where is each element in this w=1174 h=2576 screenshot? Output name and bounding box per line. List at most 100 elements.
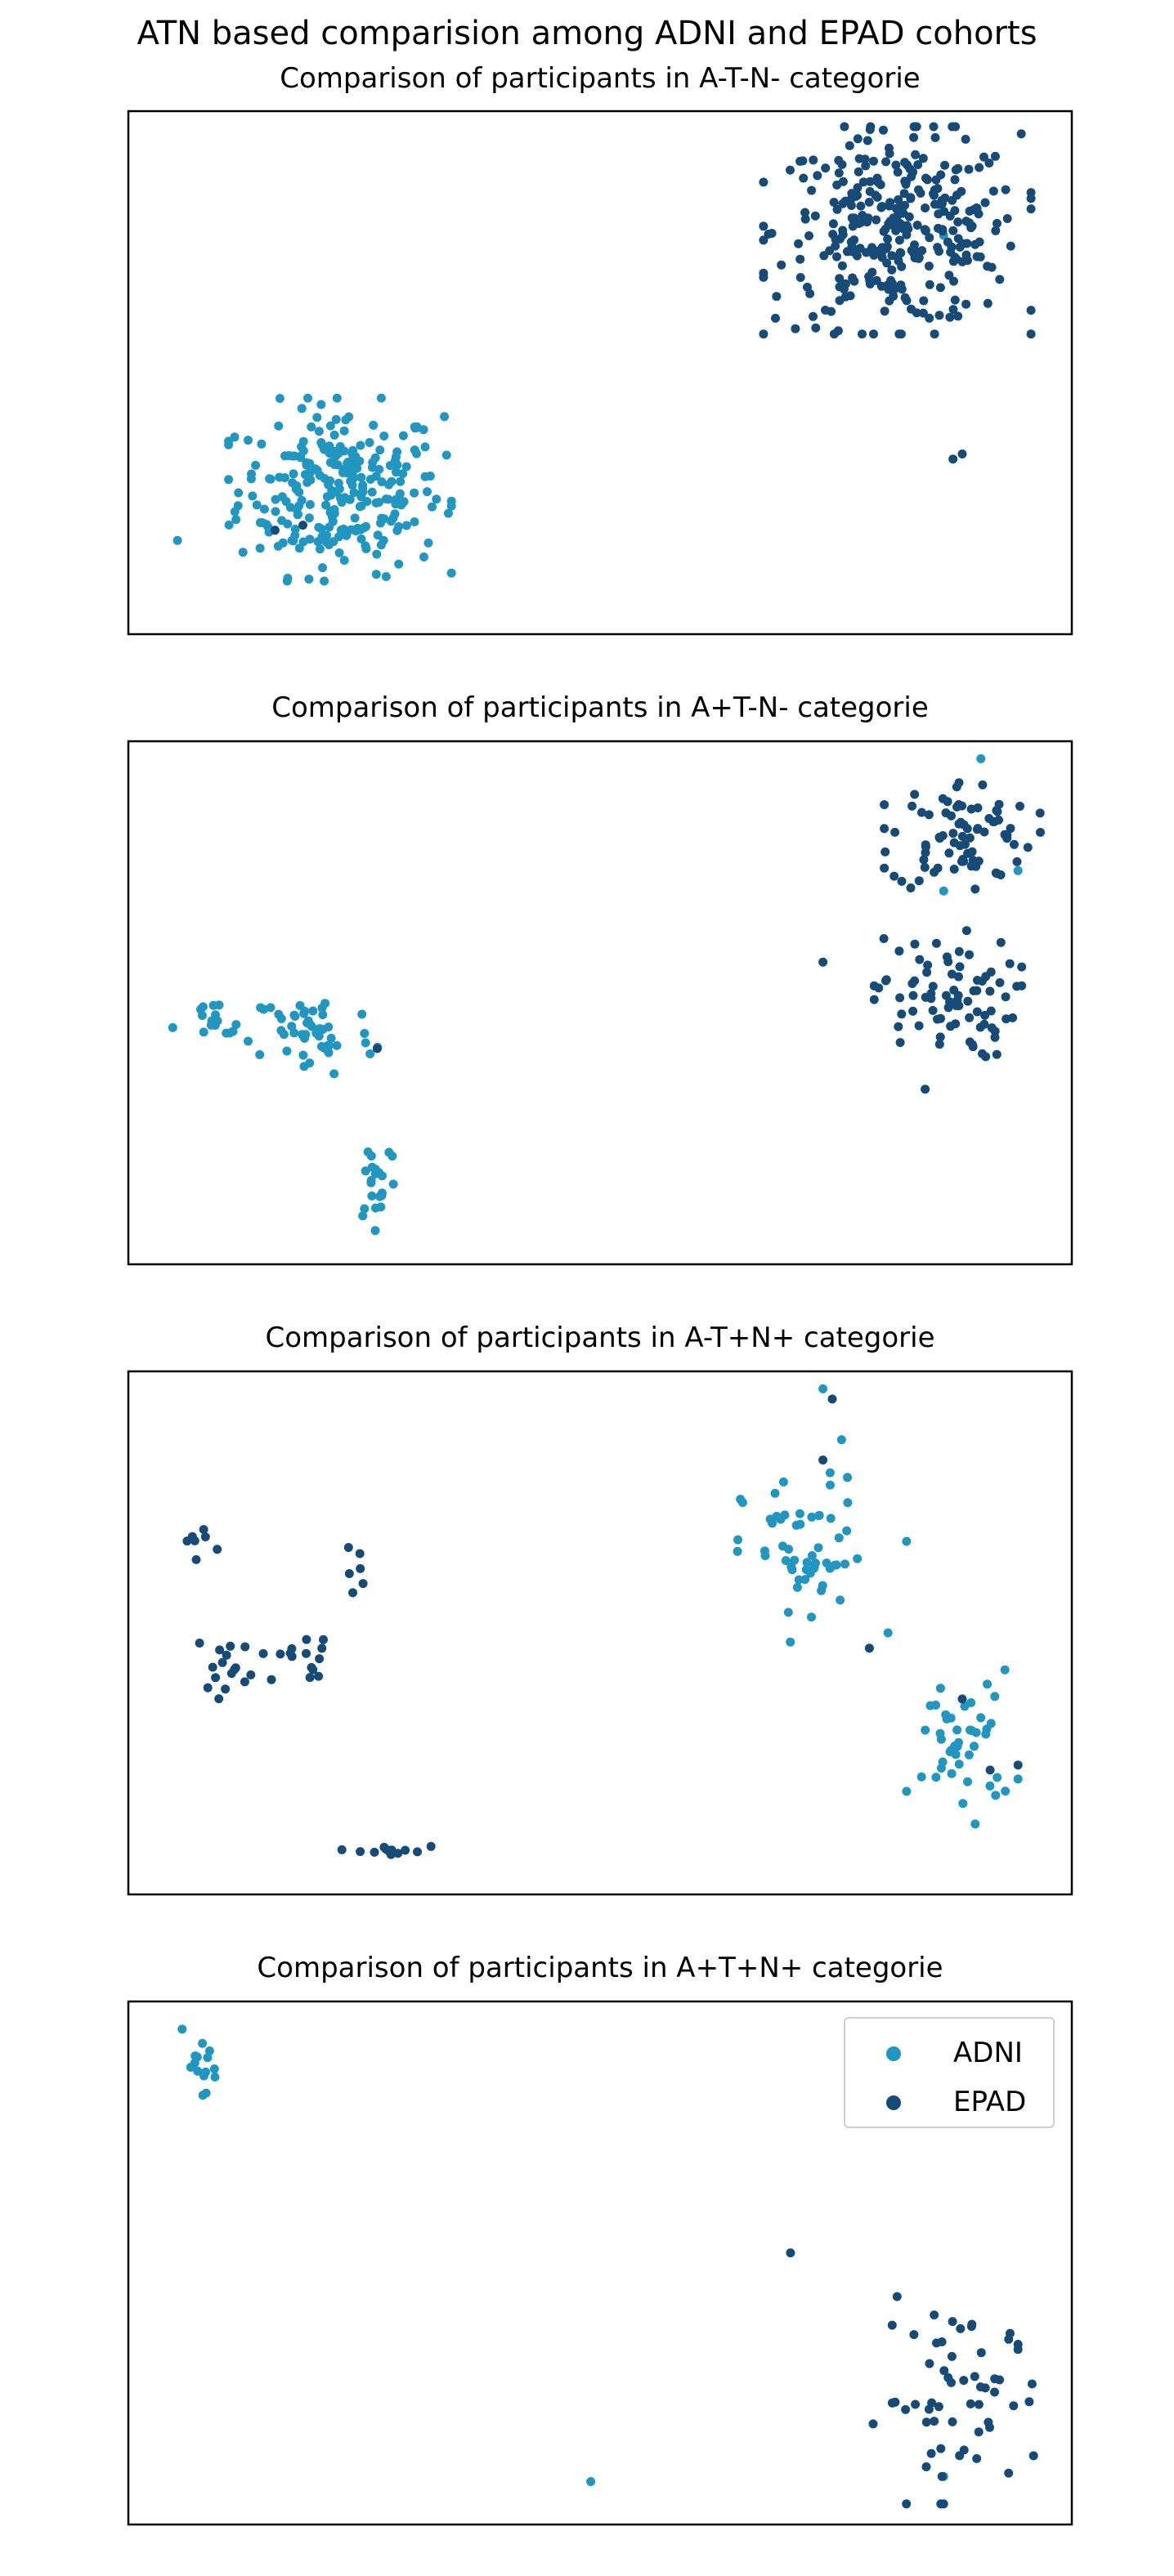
point-epad: [267, 1675, 276, 1684]
point-epad: [895, 993, 905, 1003]
point-epad: [818, 957, 828, 967]
point-epad: [302, 1648, 311, 1658]
point-adni: [423, 538, 433, 548]
point-adni: [244, 436, 253, 445]
point-adni: [902, 1787, 912, 1796]
point-epad: [955, 242, 965, 252]
point-adni: [340, 493, 350, 503]
point-epad: [809, 155, 818, 165]
point-adni: [343, 458, 353, 467]
point-epad: [973, 976, 982, 985]
point-adni: [985, 1781, 995, 1791]
point-epad: [855, 244, 865, 253]
point-epad: [910, 789, 920, 799]
point-adni: [251, 460, 261, 470]
point-epad: [867, 267, 877, 277]
point-adni: [374, 464, 384, 474]
point-adni: [807, 1551, 817, 1560]
point-epad: [917, 246, 927, 256]
point-epad: [965, 206, 975, 216]
point-epad: [983, 298, 993, 308]
point-epad: [951, 165, 961, 175]
point-epad: [791, 324, 800, 333]
point-epad: [771, 313, 780, 323]
point-adni: [233, 501, 243, 511]
point-epad: [809, 311, 818, 321]
point-adni: [358, 1211, 368, 1221]
point-epad: [211, 1673, 221, 1683]
point-adni: [298, 537, 308, 547]
point-epad: [925, 280, 934, 289]
point-epad: [887, 2320, 897, 2330]
point-epad: [883, 235, 893, 244]
point-epad: [1026, 188, 1036, 198]
point-adni: [305, 458, 315, 468]
point-epad: [854, 167, 863, 177]
point-epad: [821, 163, 831, 173]
point-epad: [973, 803, 983, 812]
point-epad: [853, 183, 863, 193]
point-adni: [795, 1509, 804, 1518]
point-epad: [949, 986, 959, 995]
point-epad: [930, 329, 939, 339]
point-adni: [325, 522, 334, 532]
point-epad: [979, 152, 988, 162]
point-epad: [889, 871, 899, 881]
point-epad: [920, 862, 930, 872]
point-epad: [900, 200, 910, 210]
point-adni: [836, 1435, 846, 1445]
point-adni: [275, 394, 285, 403]
point-epad: [869, 981, 879, 991]
point-epad: [869, 156, 878, 166]
point-adni: [361, 521, 370, 531]
point-epad: [925, 233, 934, 243]
point-adni: [360, 1204, 370, 1214]
point-adni: [990, 1692, 1000, 1702]
point-epad: [930, 186, 939, 195]
point-adni: [311, 1028, 321, 1038]
point-epad: [978, 1049, 987, 1058]
point-epad: [893, 253, 903, 262]
series-adni: [168, 754, 1023, 1236]
point-adni: [209, 2064, 219, 2073]
point-epad: [885, 201, 894, 211]
point-epad: [937, 2471, 947, 2481]
point-epad: [922, 175, 932, 185]
point-adni: [736, 1495, 746, 1504]
point-epad: [921, 1085, 930, 1094]
point-epad: [873, 177, 883, 187]
point-epad: [861, 161, 871, 171]
point-epad: [991, 226, 1001, 235]
point-epad: [946, 248, 956, 257]
point-epad: [772, 292, 782, 302]
point-adni: [332, 393, 342, 403]
point-adni: [329, 1069, 339, 1079]
point-adni: [311, 464, 320, 474]
point-adni: [177, 2024, 187, 2034]
point-epad: [1026, 204, 1036, 214]
series-epad: [270, 122, 1036, 535]
point-epad: [314, 1671, 324, 1681]
point-epad: [957, 831, 967, 841]
point-adni: [946, 1713, 956, 1723]
series-adni: [733, 1384, 1023, 1829]
point-epad: [954, 946, 964, 956]
point-epad: [869, 329, 878, 339]
point-epad: [955, 962, 965, 972]
point-adni: [367, 487, 377, 497]
point-adni: [259, 1004, 269, 1014]
point-adni: [986, 1719, 996, 1729]
point-adni: [398, 469, 408, 479]
point-adni: [388, 1179, 398, 1189]
point-adni: [786, 1637, 795, 1647]
point-adni: [356, 441, 365, 450]
point-epad: [907, 304, 916, 314]
point-adni: [1001, 1787, 1010, 1796]
point-adni: [361, 1038, 370, 1048]
point-adni: [410, 517, 419, 526]
point-epad: [838, 226, 848, 235]
point-adni: [285, 503, 295, 512]
point-epad: [992, 1049, 1001, 1059]
point-epad: [983, 262, 993, 271]
point-epad: [833, 326, 843, 336]
